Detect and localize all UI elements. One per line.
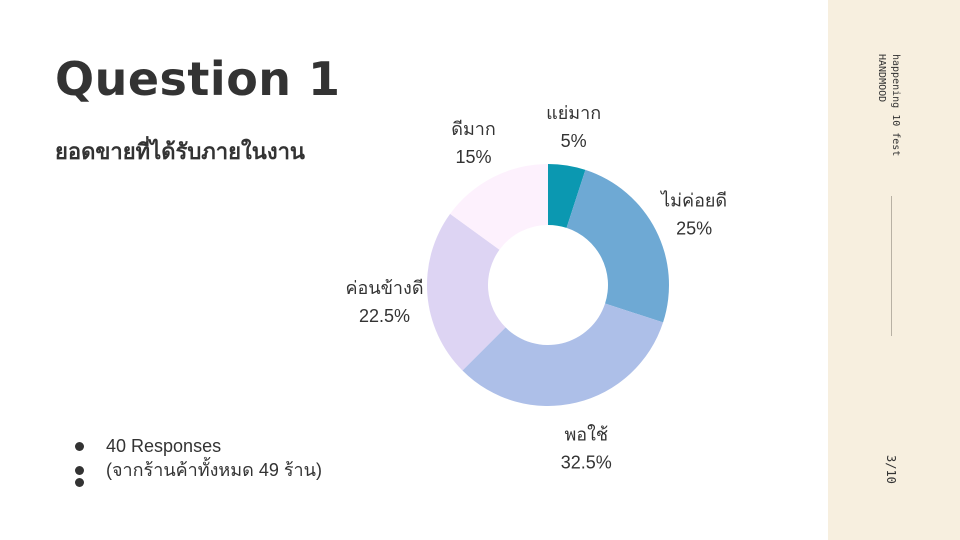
donut-slice bbox=[566, 169, 669, 323]
bullet-responses: 40 Responses bbox=[72, 434, 322, 458]
slice-value-label: 22.5% bbox=[359, 306, 410, 326]
response-notes: 40 Responses (จากร้านค้าทั้งหมด 49 ร้าน) bbox=[72, 434, 322, 487]
brand-text: happening 10 fest HANDMOOD bbox=[874, 54, 902, 156]
slice-category-label: ไม่ค่อยดี bbox=[659, 190, 727, 211]
slice-value-label: 15% bbox=[456, 147, 492, 167]
brand-line-1: happening 10 fest bbox=[890, 54, 901, 157]
slice-category-label: ค่อนข้างดี bbox=[345, 278, 423, 298]
slice-category-label: แย่มาก bbox=[546, 103, 601, 123]
donut-slice bbox=[462, 303, 664, 406]
slice-value-label: 25% bbox=[676, 219, 712, 239]
page-title: Question 1 bbox=[55, 52, 341, 106]
slice-value-label: 32.5% bbox=[561, 452, 612, 472]
slice-value-label: 5% bbox=[561, 131, 587, 151]
slice-category-label: ดีมาก bbox=[451, 119, 496, 139]
question-subtitle: ยอดขายที่ได้รับภายในงาน bbox=[55, 140, 305, 165]
page-number: 3/10 bbox=[884, 455, 898, 484]
sidebar-divider bbox=[891, 196, 892, 336]
donut-slice bbox=[450, 164, 548, 250]
slice-category-label: พอใช้ bbox=[564, 423, 608, 444]
donut-slice bbox=[548, 164, 586, 228]
brand-line-2: HANDMOOD bbox=[876, 54, 887, 103]
bullet-store-count: (จากร้านค้าทั้งหมด 49 ร้าน) bbox=[72, 458, 322, 487]
sidebar-panel bbox=[828, 0, 960, 540]
donut-slice bbox=[426, 213, 506, 371]
